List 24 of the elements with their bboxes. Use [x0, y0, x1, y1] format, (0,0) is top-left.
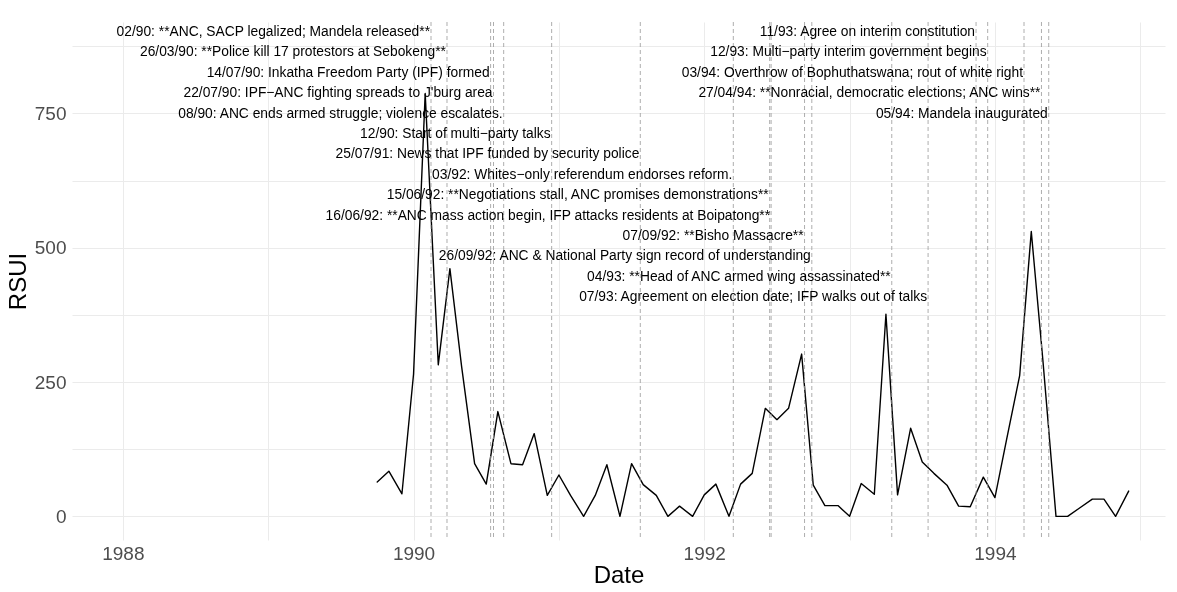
ref-line-label: 07/93: Agreement on election date; IFP walks out of talks [579, 289, 928, 305]
x-axis-title: Date [593, 560, 645, 588]
ref-line-label: 05/94: Mandela inaugurated [875, 105, 1048, 121]
y-tick-label: 0 [55, 505, 67, 527]
x-tick-label: 1992 [683, 542, 726, 564]
x-tick-label: 1988 [102, 542, 145, 564]
ref-line-label: 26/09/92: ANC & National Party sign record of understanding [438, 248, 811, 264]
ref-line-label: 11/93: Agree on interim constitution [759, 24, 976, 39]
ref-line-label: 02/90: **ANC, SACP legalized; Mandela released** [116, 24, 431, 39]
ref-line-label: 03/92: Whites−only referendum endorses reform. [432, 166, 733, 182]
ref-line-label: 14/07/90: Inkatha Freedom Party (IPF) formed [206, 64, 490, 80]
ref-line-label: 26/03/90: **Police kill 17 protestors at Sebokeng** [139, 44, 447, 60]
ref-line-label: 07/09/92: **Bisho Massacre** [622, 228, 805, 243]
x-tick-label: 1990 [392, 542, 436, 564]
y-tick-label: 500 [34, 237, 67, 259]
y-tick-label: 750 [34, 102, 67, 124]
ref-line-label: 03/94: Overthrow of Bophuthatswana; rout of white right [681, 64, 1024, 80]
y-axis-title: RSUI [3, 252, 31, 311]
ref-line-label: 22/07/90: IPF−ANC fighting spreads to J'burg area [183, 85, 493, 101]
ref-line-label: 27/04/94: **Nonracial, democratic elections; ANC wins** [698, 85, 1042, 101]
ref-line-label: 04/93: **Head of ANC armed wing assassinated** [587, 268, 892, 284]
y-tick-label: 250 [34, 371, 67, 393]
x-tick-label: 1994 [974, 542, 1018, 564]
ref-line-label: 12/93: Multi−party interim government begins [710, 44, 987, 60]
